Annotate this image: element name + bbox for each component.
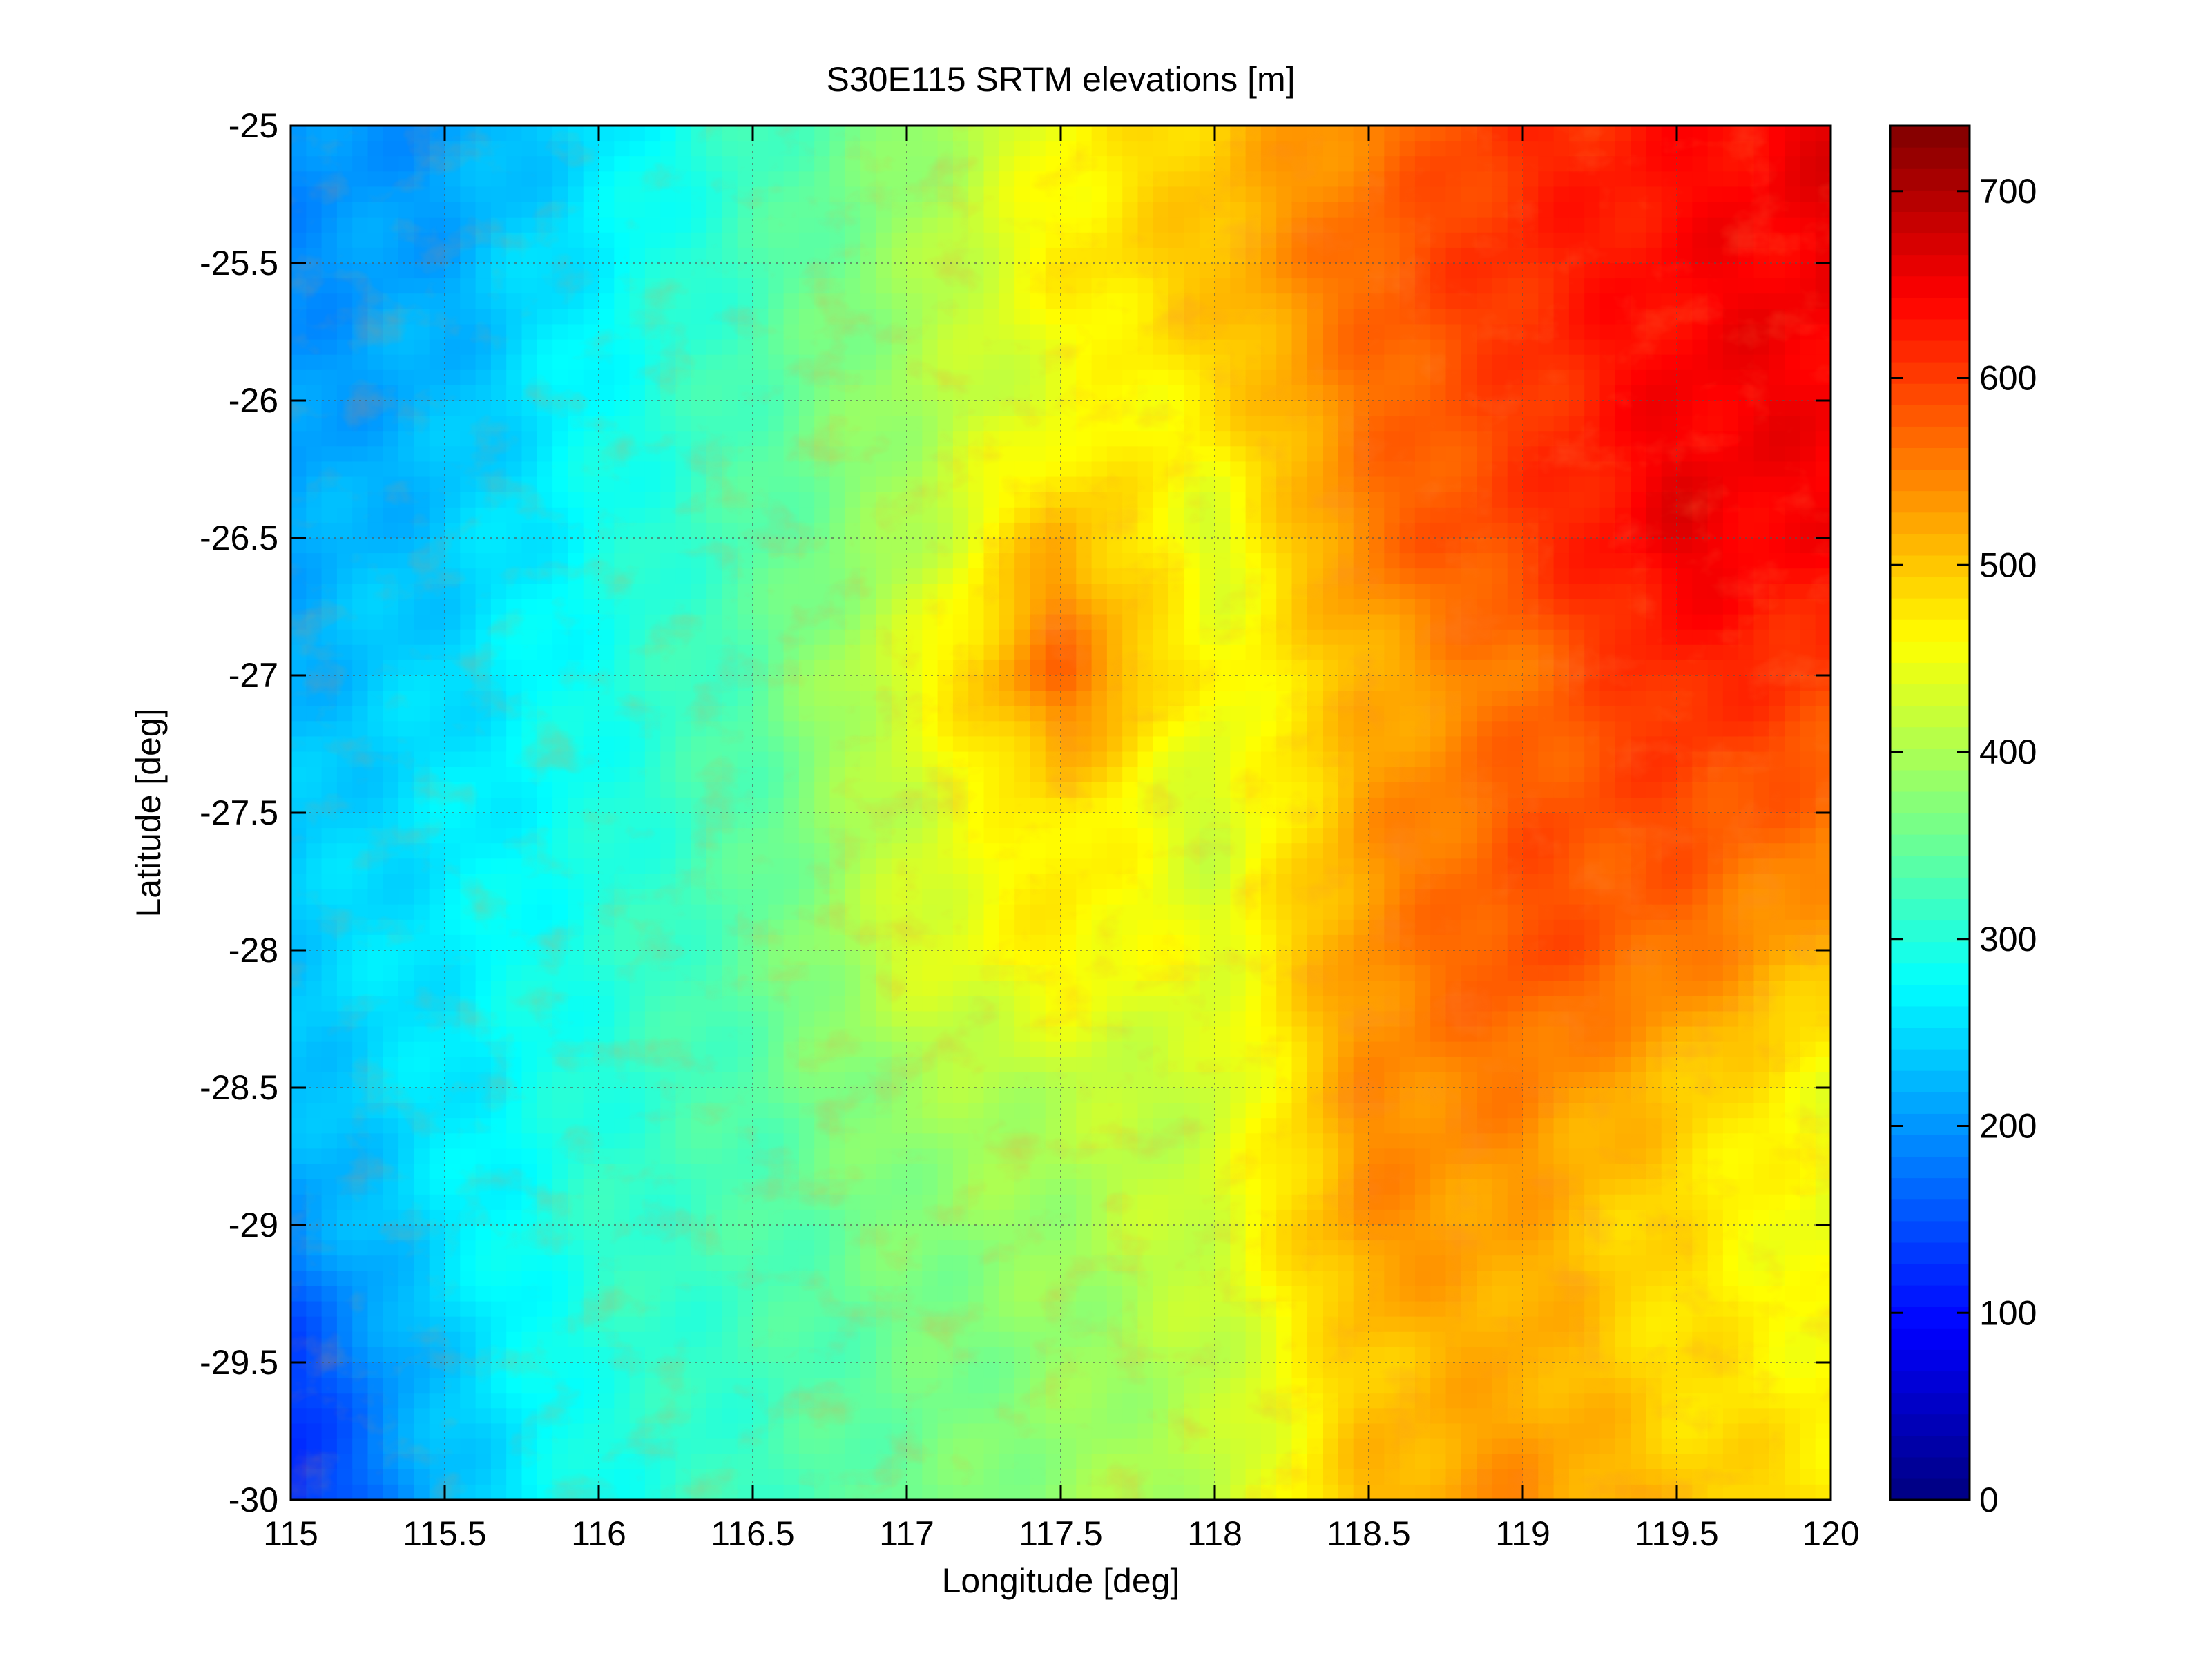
chart-title: S30E115 SRTM elevations [m] bbox=[826, 60, 1295, 99]
